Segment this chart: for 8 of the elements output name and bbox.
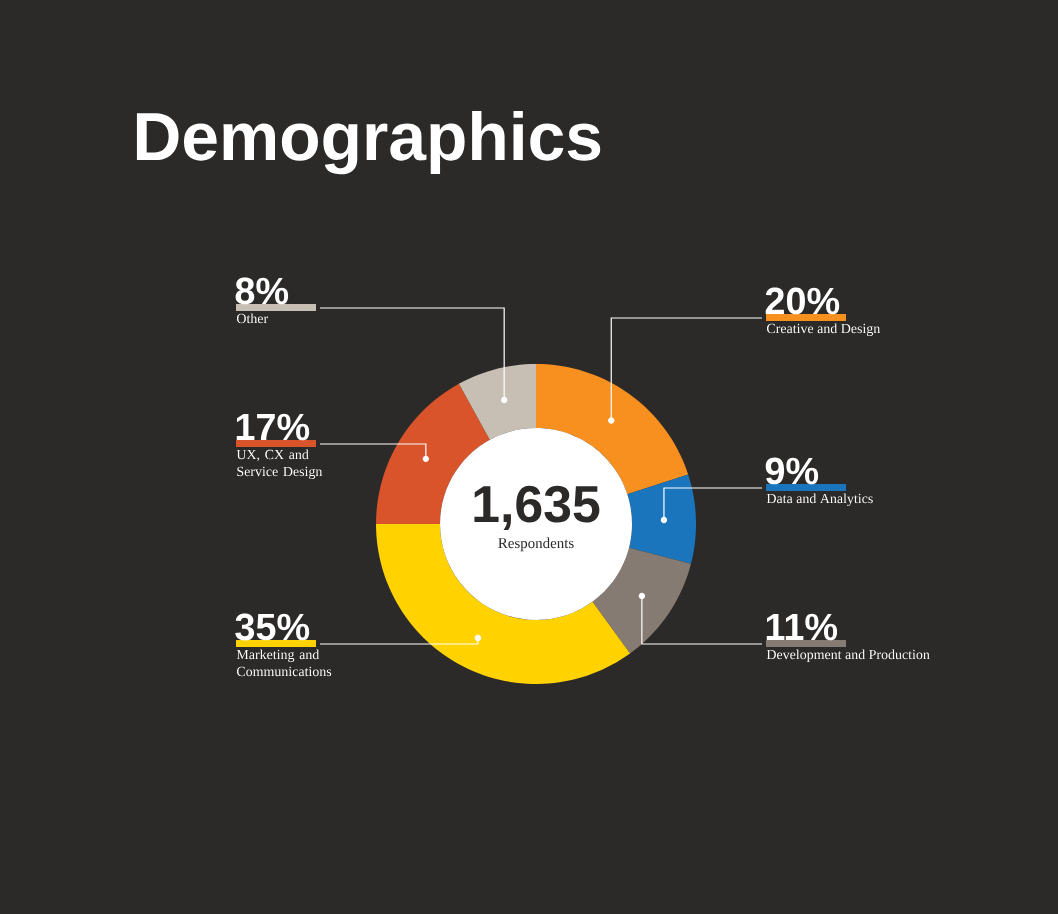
data-label: 17% — [236, 413, 310, 441]
data-label: 8% — [235, 277, 289, 305]
text: 1,635 — [474, 485, 600, 531]
data-label: 9% — [765, 457, 819, 485]
data-label: 35% — [235, 613, 310, 641]
data-label: 11% — [766, 613, 838, 641]
chart-title: Demographics — [136, 110, 601, 175]
data-label: 20% — [765, 287, 840, 315]
